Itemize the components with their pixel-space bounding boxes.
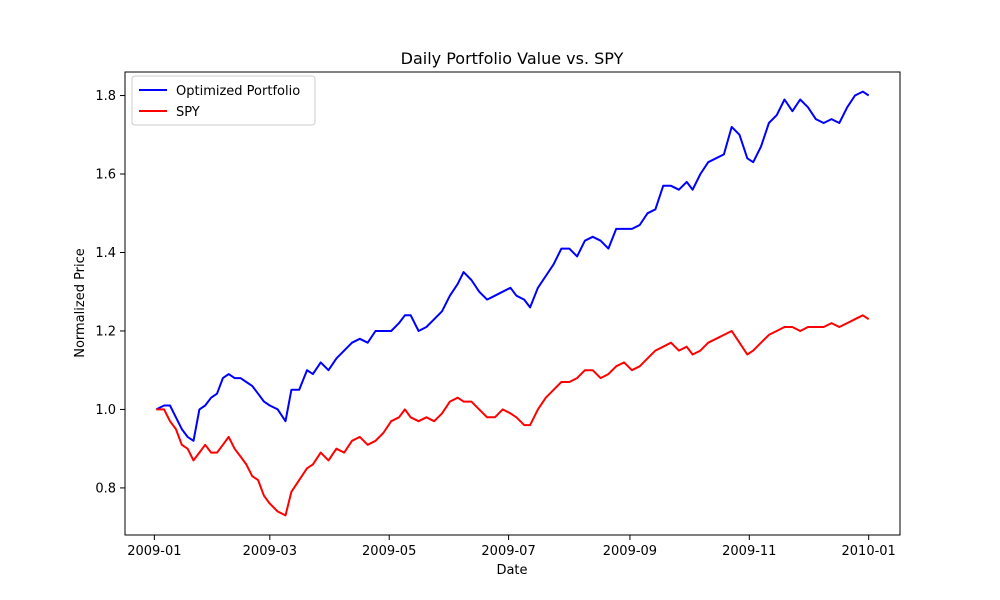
x-tick-label: 2009-05 — [362, 544, 416, 559]
x-axis-label: Date — [496, 563, 527, 578]
y-tick-label: 1.0 — [95, 403, 116, 418]
y-tick-label: 0.8 — [95, 481, 116, 496]
x-tick-label: 2010-01 — [842, 544, 896, 559]
chart-title: Daily Portfolio Value vs. SPY — [401, 49, 624, 68]
y-tick-label: 1.2 — [95, 324, 116, 339]
legend-box — [131, 75, 316, 126]
y-tick-label: 1.4 — [95, 246, 116, 261]
legend-label-spy: SPY — [176, 105, 200, 120]
y-tick-label: 1.6 — [95, 168, 116, 183]
series-line-1 — [156, 314, 870, 517]
x-tick-label: 2009-03 — [243, 544, 297, 559]
legend: Optimized Portfolio SPY — [131, 75, 316, 126]
y-axis-label: Normalized Price — [73, 248, 88, 358]
x-tick-label: 2009-09 — [603, 544, 657, 559]
y-tick-label: 1.8 — [95, 89, 116, 104]
legend-label-portfolio: Optimized Portfolio — [176, 84, 300, 99]
axes-frame — [124, 71, 901, 536]
series-line-0 — [155, 90, 870, 442]
x-tick-label: 2009-01 — [127, 544, 181, 559]
x-tick-label: 2009-07 — [481, 544, 535, 559]
x-tick-label: 2009-11 — [722, 544, 776, 559]
plot-area: 2009-01 2009-03 2009-05 2009-07 2009-09 2009-… — [95, 71, 901, 559]
